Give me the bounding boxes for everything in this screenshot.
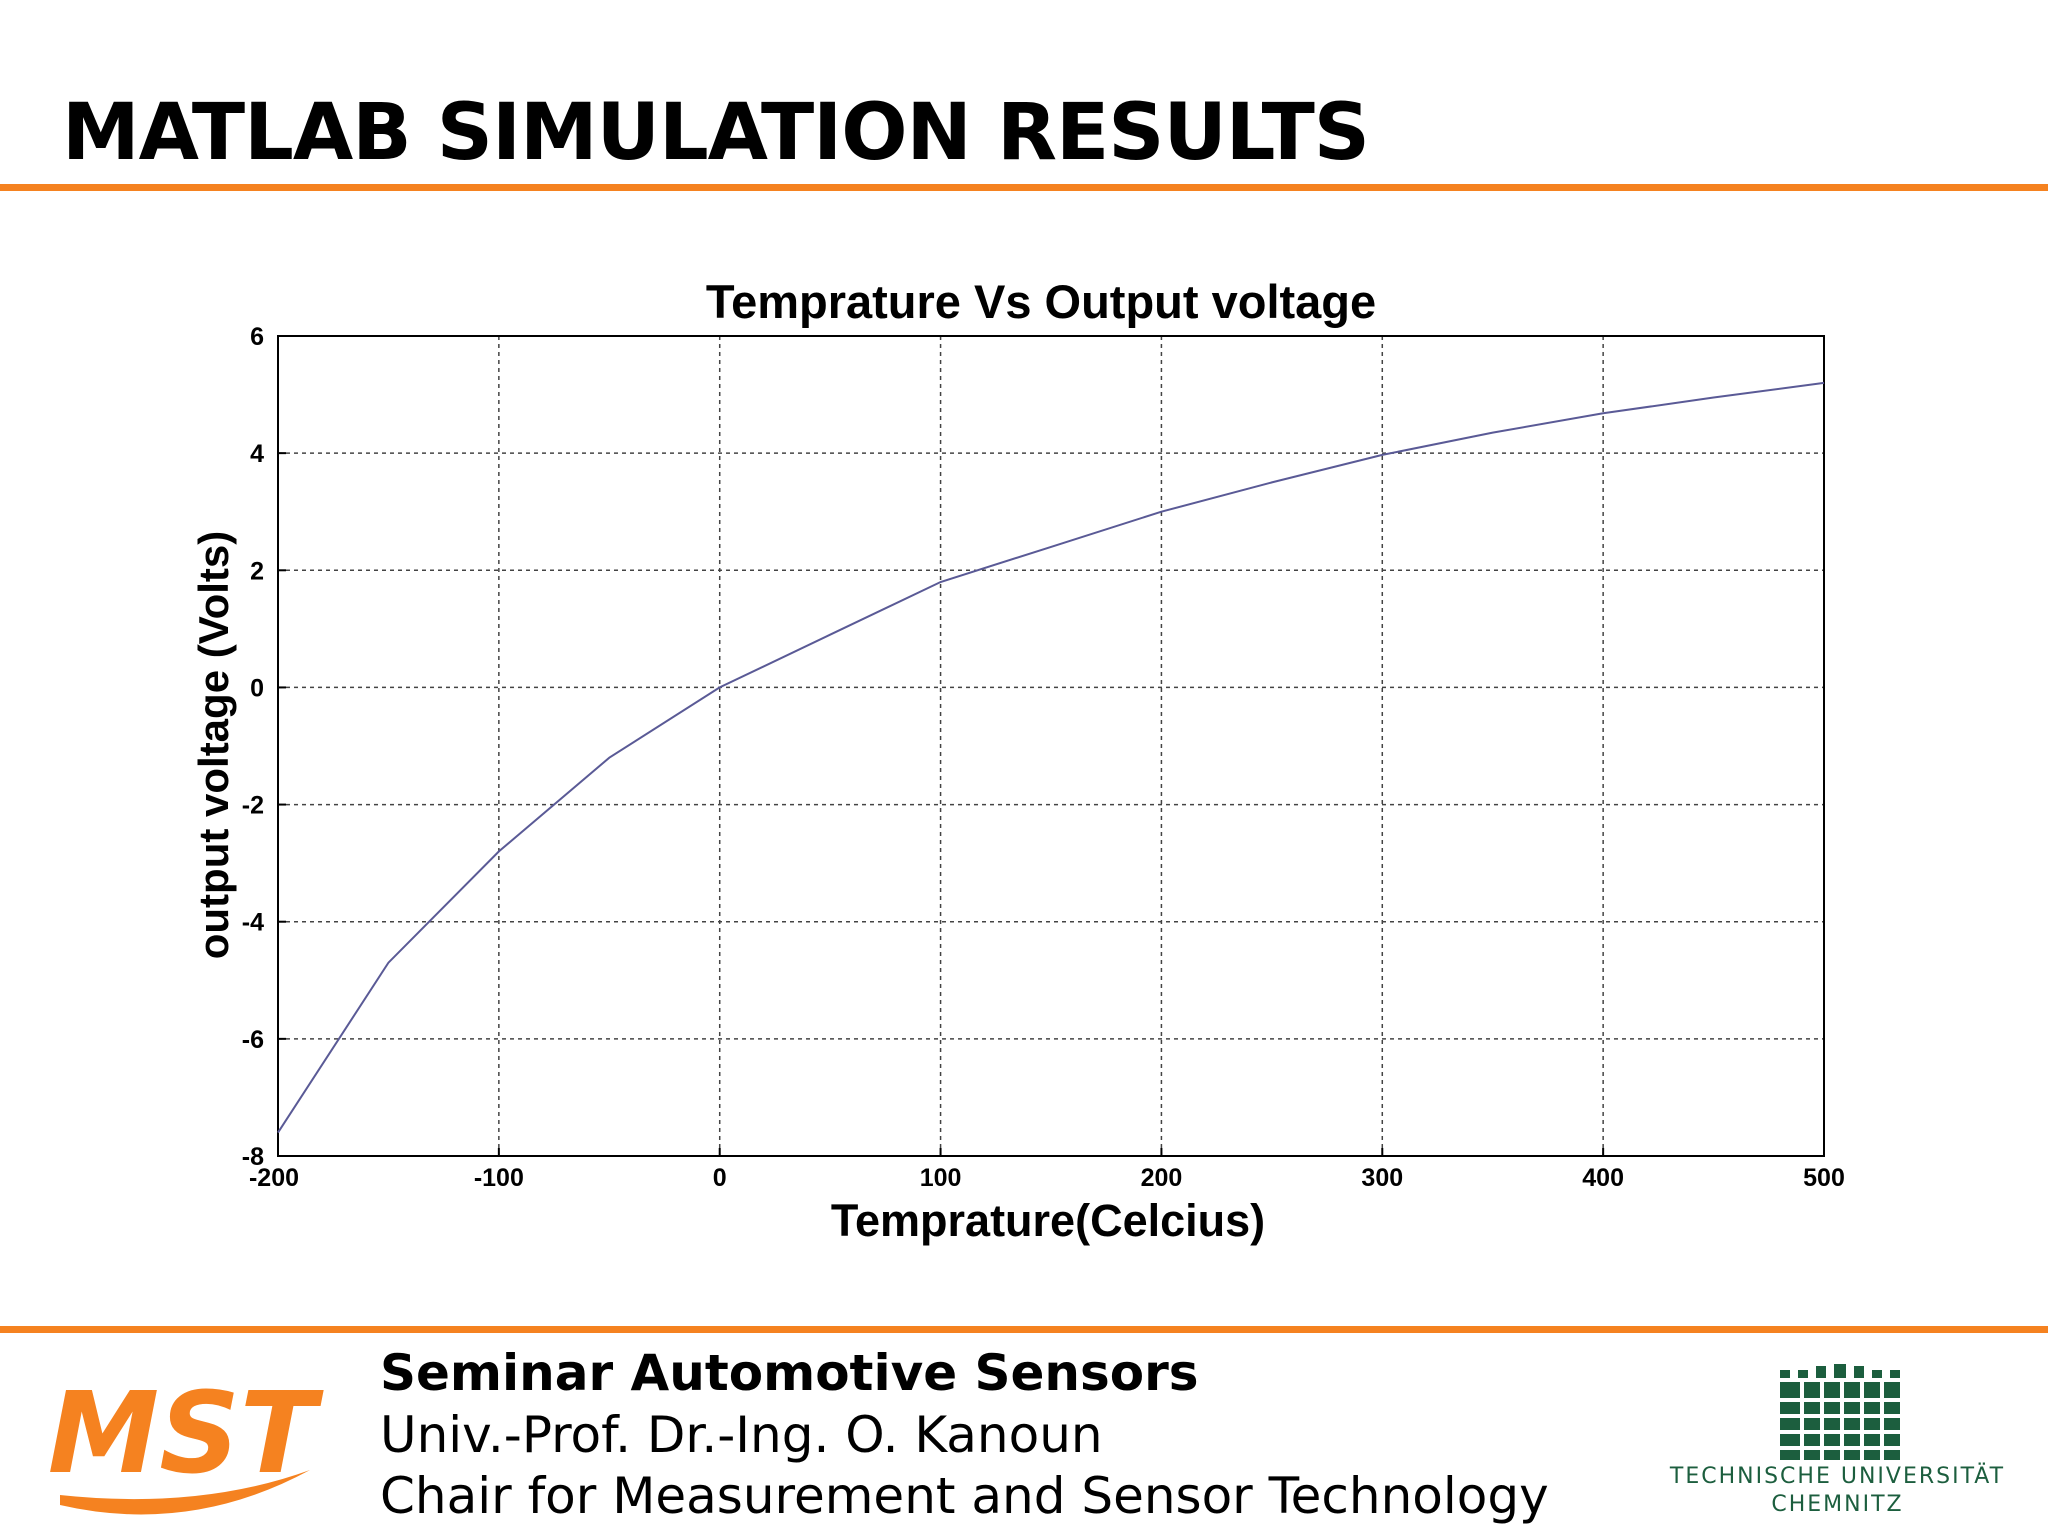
footer-professor: Univ.-Prof. Dr.-Ing. O. Kanoun [380, 1406, 1103, 1464]
tu-logo-text-line1: TECHNISCHE UNIVERSITÄT [1669, 1464, 2006, 1489]
footer-seminar-title: Seminar Automotive Sensors [380, 1344, 1199, 1402]
y-tick-label: 6 [250, 323, 264, 351]
y-tick-label: -6 [242, 1026, 264, 1054]
x-tick-label: 300 [1361, 1164, 1403, 1192]
x-tick-label: -100 [474, 1164, 524, 1192]
x-tick-label: 500 [1803, 1164, 1845, 1192]
x-tick-label: 100 [920, 1164, 962, 1192]
footer-divider [0, 1326, 2048, 1333]
chart-title: Temprature Vs Output voltage [706, 275, 1376, 328]
series-line [277, 381, 1825, 1134]
title-divider [0, 184, 2048, 191]
x-tick-label: 400 [1582, 1164, 1624, 1192]
y-tick-label: 2 [250, 557, 264, 585]
y-tick-label: -8 [242, 1143, 264, 1171]
y-tick-label: -2 [242, 792, 264, 820]
x-tick-label: 200 [1141, 1164, 1183, 1192]
y-tick-label: -4 [242, 909, 264, 937]
slide-title: MATLAB SIMULATION RESULTS [62, 88, 1370, 178]
y-tick-label: 4 [250, 440, 264, 468]
mst-logo-text: MST [48, 1369, 324, 1499]
tu-chemnitz-logo [1780, 1364, 1900, 1460]
temperature-voltage-chart: -200 -100 0 100 200 300 400 500 -8 -6 -4 -2 0 2 4 6 Tem… [190, 275, 1845, 1246]
footer-chair: Chair for Measurement and Sensor Technol… [380, 1467, 1549, 1525]
x-axis-label: Temprature(Celcius) [831, 1195, 1265, 1246]
tu-logo-text-line2: CHEMNITZ [1771, 1492, 1904, 1517]
y-axis-label: output voltage (Volts) [190, 531, 237, 960]
y-tick-label: 0 [250, 674, 264, 702]
x-tick-label: 0 [713, 1164, 727, 1192]
plot-frame [277, 335, 1825, 1157]
axis-ticks: -200 -100 0 100 200 300 400 500 -8 -6 -4 -2 0 2 4 6 [242, 323, 1845, 1192]
x-tick-label: -200 [249, 1164, 299, 1192]
mst-logo: MST [48, 1369, 324, 1515]
chart-grid [278, 336, 1824, 1156]
